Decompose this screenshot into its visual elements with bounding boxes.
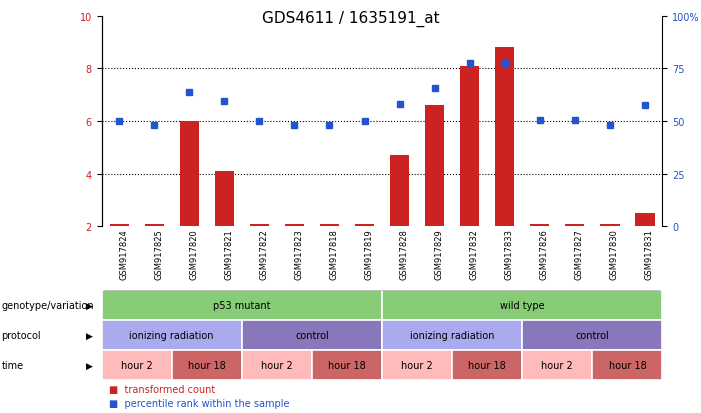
Bar <box>390 156 409 227</box>
Text: GDS4611 / 1635191_at: GDS4611 / 1635191_at <box>261 10 440 26</box>
Text: ionizing radiation: ionizing radiation <box>130 330 214 340</box>
Bar <box>425 106 444 227</box>
Text: GSM917830: GSM917830 <box>610 229 619 280</box>
Text: hour 2: hour 2 <box>541 360 573 370</box>
Bar <box>600 224 620 227</box>
Bar <box>144 224 164 227</box>
Bar <box>320 224 339 227</box>
Bar <box>250 224 269 227</box>
Bar <box>565 224 585 227</box>
Text: GSM917821: GSM917821 <box>224 229 233 280</box>
Bar <box>355 224 374 227</box>
Text: GSM917819: GSM917819 <box>365 229 374 280</box>
Text: GSM917833: GSM917833 <box>505 229 514 280</box>
Bar <box>530 224 550 227</box>
Bar <box>635 214 655 227</box>
Bar <box>285 224 304 227</box>
Bar <box>460 66 479 227</box>
Text: GSM917823: GSM917823 <box>294 229 304 280</box>
Text: GSM917825: GSM917825 <box>154 229 163 280</box>
Text: protocol: protocol <box>1 330 41 340</box>
Text: control: control <box>295 330 329 340</box>
Text: ▶: ▶ <box>86 361 93 370</box>
Text: hour 2: hour 2 <box>121 360 153 370</box>
Text: hour 2: hour 2 <box>261 360 293 370</box>
Text: GSM917829: GSM917829 <box>435 229 444 280</box>
Text: p53 mutant: p53 mutant <box>213 301 271 311</box>
Text: hour 18: hour 18 <box>328 360 366 370</box>
Text: ▶: ▶ <box>86 301 93 310</box>
Bar <box>179 122 199 227</box>
Text: control: control <box>576 330 609 340</box>
Text: ▶: ▶ <box>86 331 93 340</box>
Text: GSM917822: GSM917822 <box>259 229 268 280</box>
Bar <box>109 224 129 227</box>
Text: hour 18: hour 18 <box>608 360 646 370</box>
Text: GSM917824: GSM917824 <box>119 229 128 280</box>
Text: GSM917831: GSM917831 <box>645 229 654 280</box>
Text: hour 18: hour 18 <box>468 360 506 370</box>
Text: GSM917826: GSM917826 <box>540 229 549 280</box>
Bar <box>215 171 234 227</box>
Text: GSM917828: GSM917828 <box>400 229 409 280</box>
Text: GSM917820: GSM917820 <box>189 229 198 280</box>
Text: genotype/variation: genotype/variation <box>1 301 94 311</box>
Text: time: time <box>1 360 24 370</box>
Bar <box>495 48 515 227</box>
Text: ionizing radiation: ionizing radiation <box>410 330 494 340</box>
Text: hour 18: hour 18 <box>188 360 226 370</box>
Text: hour 2: hour 2 <box>401 360 433 370</box>
Text: ■  percentile rank within the sample: ■ percentile rank within the sample <box>109 398 289 408</box>
Text: wild type: wild type <box>500 301 545 311</box>
Text: GSM917818: GSM917818 <box>329 229 339 280</box>
Text: GSM917832: GSM917832 <box>470 229 479 280</box>
Text: ■  transformed count: ■ transformed count <box>109 384 215 394</box>
Text: GSM917827: GSM917827 <box>575 229 584 280</box>
